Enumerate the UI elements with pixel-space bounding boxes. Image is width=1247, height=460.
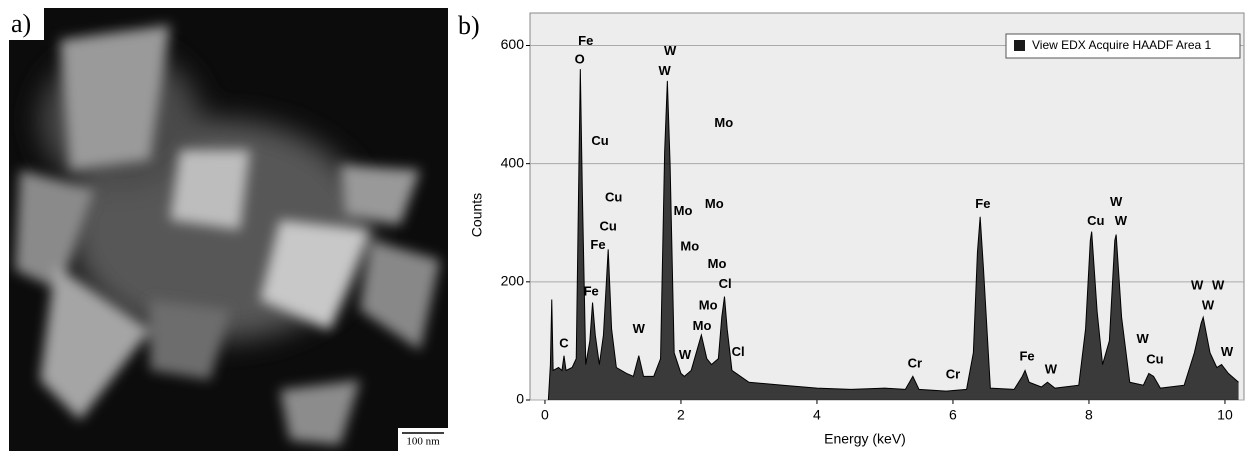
peak-label: Mo [708,256,727,271]
legend: View EDX Acquire HAADF Area 1 [1005,33,1241,59]
peak-label: W [1221,344,1234,359]
peak-label: W [1115,213,1128,228]
peak-label: Fe [975,196,990,211]
y-tick-label: 600 [501,36,525,52]
panel-label: b) [458,11,480,40]
y-tick-label: 0 [516,391,524,407]
peak-label: W [664,43,677,58]
peak-label: Cr [908,355,922,370]
peak-label: Mo [705,196,724,211]
y-tick-label: 400 [501,154,525,170]
plot-area [529,12,1245,401]
x-tick-label: 4 [813,407,821,423]
y-axis-label: Counts [469,193,485,237]
x-tick-label: 8 [1085,407,1093,423]
x-tick-label: 0 [541,407,549,423]
peak-label: Fe [1019,348,1034,363]
peak-label: Mo [680,238,699,253]
label-box [9,8,44,40]
peak-label: Fe [578,33,593,48]
peak-label: Fe [584,283,599,298]
peak-label: W [1212,277,1225,292]
peak-label: Cl [719,276,732,291]
peak-label: Cu [605,189,622,204]
peak-label: W [658,63,671,78]
peak-label: W [1137,331,1150,346]
x-tick-label: 10 [1217,407,1233,423]
peak-label: W [1191,277,1204,292]
peak-label: Mo [674,203,693,218]
x-tick-label: 2 [677,407,685,423]
peak-label: O [575,52,585,67]
legend-box [1005,33,1241,59]
peak-label: Cu [600,218,617,233]
peak-label: Cu [591,133,608,148]
x-axis-label: Energy (keV) [824,431,906,447]
peak-label: W [633,321,646,336]
peak-label: Mo [693,318,712,333]
peak-label: Mo [714,115,733,130]
peak-label: Cr [946,367,960,382]
panel-label: a) [11,9,31,38]
peak-label: Mo [699,297,718,312]
peak-label: W [1110,194,1123,209]
peak-label: W [1202,297,1215,312]
peak-label: W [679,347,692,362]
legend-swatch [1014,40,1025,51]
peak-label: C [559,335,569,350]
spectrum-line [547,69,1239,401]
scale-label: 100 nm [406,436,440,448]
x-tick-label: 6 [949,407,957,423]
tem-image [9,8,448,451]
marks [547,69,1239,401]
peak-label: Fe [590,237,605,252]
legend-label: View EDX Acquire HAADF Area 1 [1032,38,1212,52]
peak-label: W [1045,361,1058,376]
peak-label: Cu [1146,351,1163,366]
peak-label: Cu [1087,213,1104,228]
peak-label: Cl [732,344,745,359]
y-tick-label: 200 [501,273,525,289]
